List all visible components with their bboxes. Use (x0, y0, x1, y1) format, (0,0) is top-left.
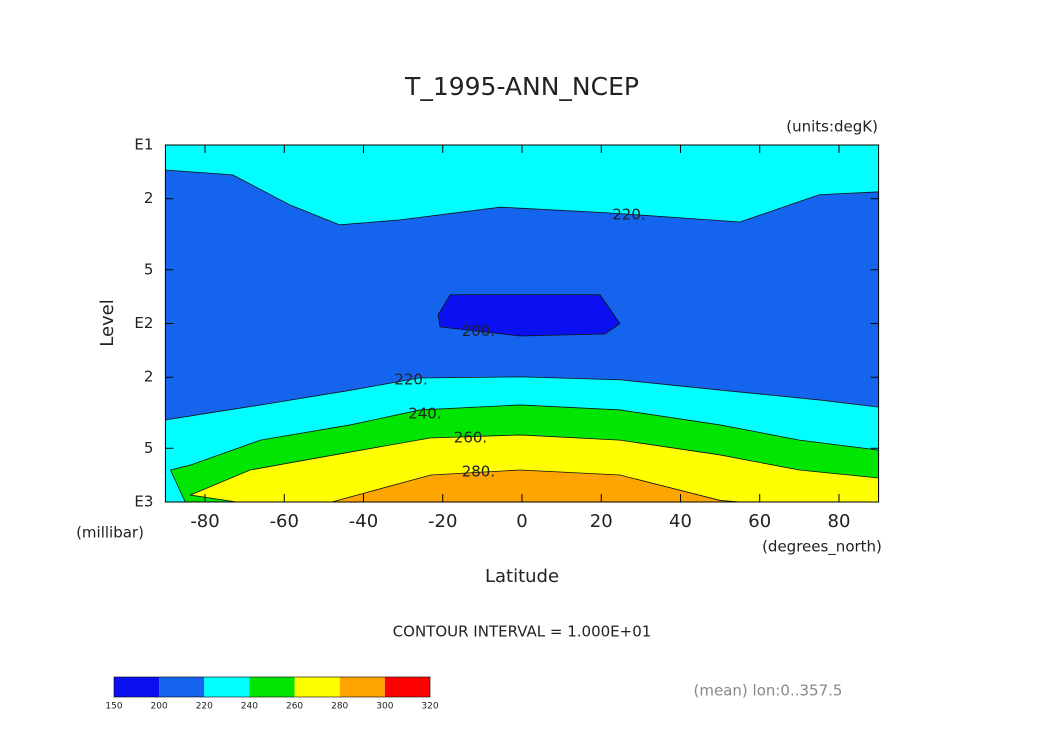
colorbar-label: 150 (105, 702, 122, 712)
y-tick-label: 2 (144, 189, 154, 207)
colorbar-label: 320 (421, 702, 438, 712)
colorbar-swatch (204, 677, 250, 697)
colorbar-label: 300 (376, 702, 393, 712)
x-tick-label: -60 (270, 511, 299, 532)
colorbar-label: 200 (151, 702, 168, 712)
contour-label: 220. (394, 370, 427, 388)
y-tick-label: 2 (144, 368, 154, 386)
chart-title: T_1995-ANN_NCEP (404, 72, 639, 101)
colorbar-swatch (114, 677, 160, 697)
colorbar-label: 240 (241, 702, 258, 712)
contour-label: 240. (408, 405, 441, 423)
contour-interval: CONTOUR INTERVAL = 1.000E+01 (393, 623, 652, 641)
contour-label: 200. (462, 322, 495, 340)
plot-area: 220. 200. 220. 240. 260. 280. (165, 145, 879, 502)
units-label: (units:degK) (786, 118, 878, 136)
x-units-label: (degrees_north) (762, 538, 882, 557)
x-axis-label: Latitude (485, 566, 559, 587)
x-tick-label: 20 (590, 511, 613, 532)
contour-region (188, 434, 879, 502)
colorbar-frame (113, 676, 431, 698)
colorbar-label: 220 (196, 702, 213, 712)
y-tick-label: E2 (134, 314, 153, 332)
contour-label: 220. (612, 205, 645, 223)
note: (mean) lon:0..357.5 (694, 682, 843, 700)
y-units-label: (millibar) (76, 524, 144, 542)
colorbar-swatch (339, 677, 385, 697)
x-tick-label: 80 (828, 511, 851, 532)
contour-label: 280. (462, 463, 495, 481)
x-tick-label: 0 (516, 511, 527, 532)
colorbar-label: 260 (286, 702, 303, 712)
colorbar-swatch (384, 677, 430, 697)
y-tick-label: 5 (144, 260, 154, 278)
contour-label: 260. (454, 429, 487, 447)
colorbar-swatch (294, 677, 340, 697)
x-tick-label: -40 (349, 511, 378, 532)
y-tick-label: E1 (134, 136, 153, 154)
y-tick-label: 5 (144, 439, 154, 457)
y-axis-label: Level (97, 299, 118, 347)
x-tick-label: 60 (748, 511, 771, 532)
x-tick-label: 40 (669, 511, 692, 532)
x-tick-label: -80 (190, 511, 219, 532)
x-tick-label: -20 (428, 511, 457, 532)
colorbar-swatch (249, 677, 295, 697)
contour-region (437, 294, 621, 337)
colorbar-swatch (159, 677, 205, 697)
contour-region (331, 469, 740, 502)
y-tick-label: E3 (134, 493, 153, 511)
colorbar-label: 280 (331, 702, 348, 712)
